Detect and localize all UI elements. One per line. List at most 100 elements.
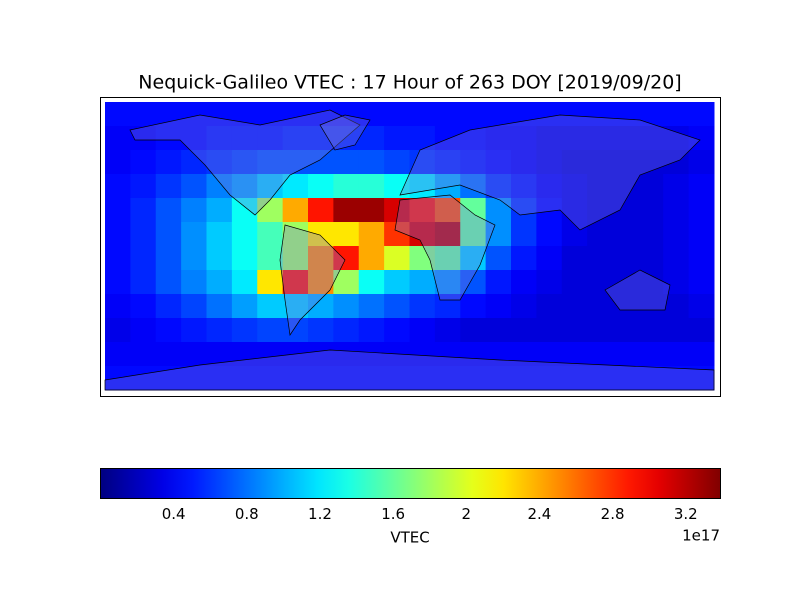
heat-cell [460,126,487,151]
heat-cell [282,222,309,247]
heat-cell [485,222,512,247]
heat-cell [587,294,613,319]
heat-cell [206,102,233,127]
heat-cell [181,126,207,151]
heat-cell [155,318,182,343]
heat-cell [587,102,613,127]
heat-cell [460,342,487,367]
heat-cell [231,342,258,367]
heat-cell [384,102,410,127]
heat-cell [409,318,436,343]
heat-cell [231,150,258,175]
heat-cell [511,198,537,223]
heat-cell [536,102,563,127]
heat-cell [181,102,207,127]
heat-cell [612,342,639,367]
heat-cell [460,222,487,247]
heat-cell [358,318,385,343]
heat-cell [155,198,182,223]
heat-cell [333,150,360,175]
heat-cell [485,342,512,367]
heat-cell [612,126,639,151]
heat-cell [663,246,690,271]
heat-cell [105,270,131,295]
heat-cell [155,270,182,295]
heat-cell [358,198,385,223]
heat-cell [460,102,487,127]
continent [319,114,371,151]
heat-cell [434,174,461,199]
heat-cell [485,318,512,343]
heat-cell [308,102,334,127]
heat-cell [409,366,436,391]
heat-cell [612,318,639,343]
heat-cell [688,174,715,199]
heat-cell [485,366,512,391]
continent [604,269,671,311]
coastlines [104,109,715,391]
heat-cell [206,318,233,343]
heat-cell [587,222,613,247]
heat-cell [637,366,664,391]
heat-cell [257,102,284,127]
heat-cell [130,270,157,295]
heat-cell [308,294,334,319]
heat-cell [105,342,131,367]
heat-cell [257,246,284,271]
colorbar-offset: 1e17 [682,527,720,545]
heat-cell [460,246,487,271]
heat-cell [409,150,436,175]
colorbar-label: VTEC [390,529,429,547]
heat-cell [206,174,233,199]
heat-cell [688,318,715,343]
heat-cell [663,174,690,199]
heat-cell [231,198,258,223]
heat-cell [536,270,563,295]
heat-cell [536,318,563,343]
heat-cell [155,342,182,367]
heat-cell [231,222,258,247]
heat-cell [384,150,410,175]
heat-cell [333,294,360,319]
heat-cell [561,150,588,175]
heat-cell [206,198,233,223]
heat-cell [333,318,360,343]
heat-cell [384,270,410,295]
heat-cell [384,174,410,199]
heat-cell [282,198,309,223]
heat-cell [181,222,207,247]
colorbar-tick-label: 2.4 [528,505,552,523]
heat-cell [130,126,157,151]
heat-cell [409,174,436,199]
heat-cell [637,222,664,247]
map-frame [100,97,721,397]
heat-cell [485,246,512,271]
heat-cell [105,294,131,319]
colorbar-tick-label: 2 [462,505,472,523]
heat-cell [155,150,182,175]
heat-cell [308,174,334,199]
heat-cell [663,318,690,343]
heat-cell [206,126,233,151]
heat-cell [663,150,690,175]
heat-cell [460,318,487,343]
heat-cell [181,366,207,391]
heat-cell [434,246,461,271]
heat-cell [485,174,512,199]
heat-cell [384,246,410,271]
heat-cell [663,198,690,223]
colorbar-tick-label: 2.8 [601,505,625,523]
heat-cell [434,270,461,295]
heat-cell [485,198,512,223]
heat-cell [130,198,157,223]
heat-cell [282,174,309,199]
heat-cell [587,366,613,391]
heat-cell [561,102,588,127]
heat-cell [511,222,537,247]
heat-cell [663,126,690,151]
heat-cell [105,126,131,151]
heat-cell [181,294,207,319]
heat-cell [409,198,436,223]
heat-cell [511,294,537,319]
heat-cell [612,174,639,199]
